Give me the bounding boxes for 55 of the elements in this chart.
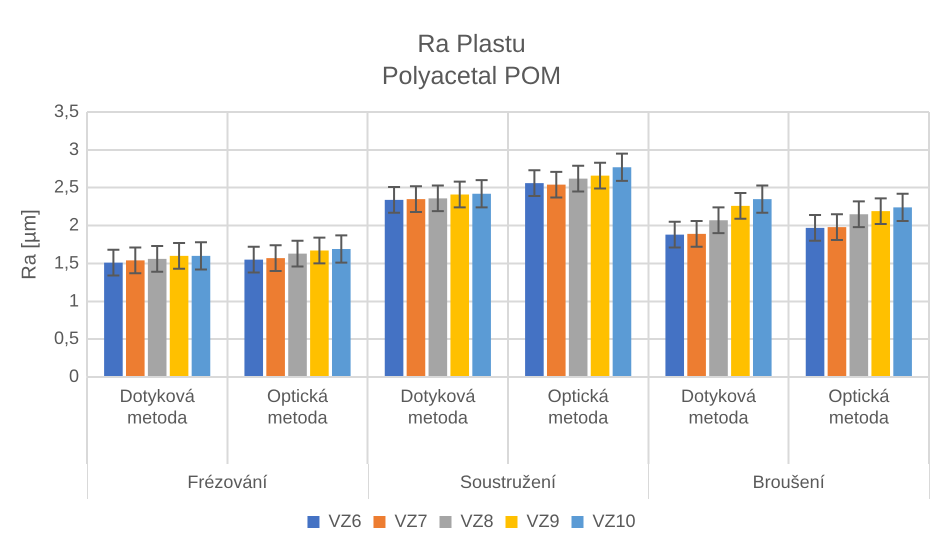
bar bbox=[310, 250, 329, 376]
bar bbox=[568, 178, 588, 376]
text: Frézování bbox=[187, 472, 268, 492]
bar bbox=[709, 220, 728, 376]
text: Broušení bbox=[752, 472, 825, 492]
x-tick-label: Dotyková metoda bbox=[120, 386, 196, 428]
y-tick-label: 2,5 bbox=[54, 176, 80, 197]
bar bbox=[806, 228, 824, 376]
y-tick-label: 0,5 bbox=[54, 328, 80, 348]
x-tick-label: Optická metoda bbox=[267, 386, 330, 428]
legend-label: VZ9 bbox=[526, 510, 560, 531]
y-axis-title: Ra [µm] bbox=[18, 209, 41, 280]
bar bbox=[731, 206, 750, 376]
legend-label: VZ8 bbox=[460, 510, 494, 531]
bar bbox=[525, 183, 544, 376]
bar bbox=[126, 260, 145, 376]
bar bbox=[450, 194, 470, 376]
chart-title: Ra Plastu bbox=[417, 30, 526, 58]
bar bbox=[170, 256, 188, 376]
bar bbox=[428, 198, 448, 376]
y-tick-label: 2 bbox=[69, 214, 80, 235]
bar bbox=[472, 194, 491, 376]
bar bbox=[590, 176, 610, 376]
bar bbox=[871, 211, 890, 376]
bar bbox=[104, 262, 123, 376]
bar bbox=[192, 256, 210, 376]
x-tick-label: Dotyková metoda bbox=[400, 386, 476, 428]
x-tick-label: Optická metoda bbox=[828, 386, 890, 428]
bar bbox=[332, 249, 351, 376]
y-tick-label: 1 bbox=[69, 290, 80, 310]
legend-label: VZ7 bbox=[394, 510, 428, 531]
text: Soustružení bbox=[460, 472, 556, 492]
bar bbox=[384, 200, 404, 376]
bar bbox=[266, 258, 285, 376]
bar bbox=[406, 199, 426, 376]
bar bbox=[828, 227, 846, 376]
bar bbox=[687, 234, 706, 376]
bar bbox=[244, 260, 264, 376]
legend-label: VZ6 bbox=[328, 510, 362, 531]
x-tick-label: Optická metoda bbox=[548, 386, 610, 428]
bar bbox=[288, 254, 307, 376]
y-tick-label: 0 bbox=[69, 366, 80, 386]
bar bbox=[546, 184, 566, 376]
y-tick-label: 1,5 bbox=[54, 252, 80, 272]
x-tick-label: Dotyková metoda bbox=[680, 386, 758, 428]
bar bbox=[665, 234, 684, 376]
chart-subtitle: Polyacetal POM bbox=[382, 62, 562, 90]
bar bbox=[850, 214, 868, 376]
bar bbox=[148, 258, 166, 376]
bar bbox=[752, 199, 772, 376]
y-tick-label: 3,5 bbox=[54, 100, 80, 121]
bar bbox=[612, 167, 632, 376]
legend-label: VZ10 bbox=[592, 510, 636, 531]
y-tick-label: 3 bbox=[69, 138, 80, 159]
bar bbox=[893, 207, 912, 376]
